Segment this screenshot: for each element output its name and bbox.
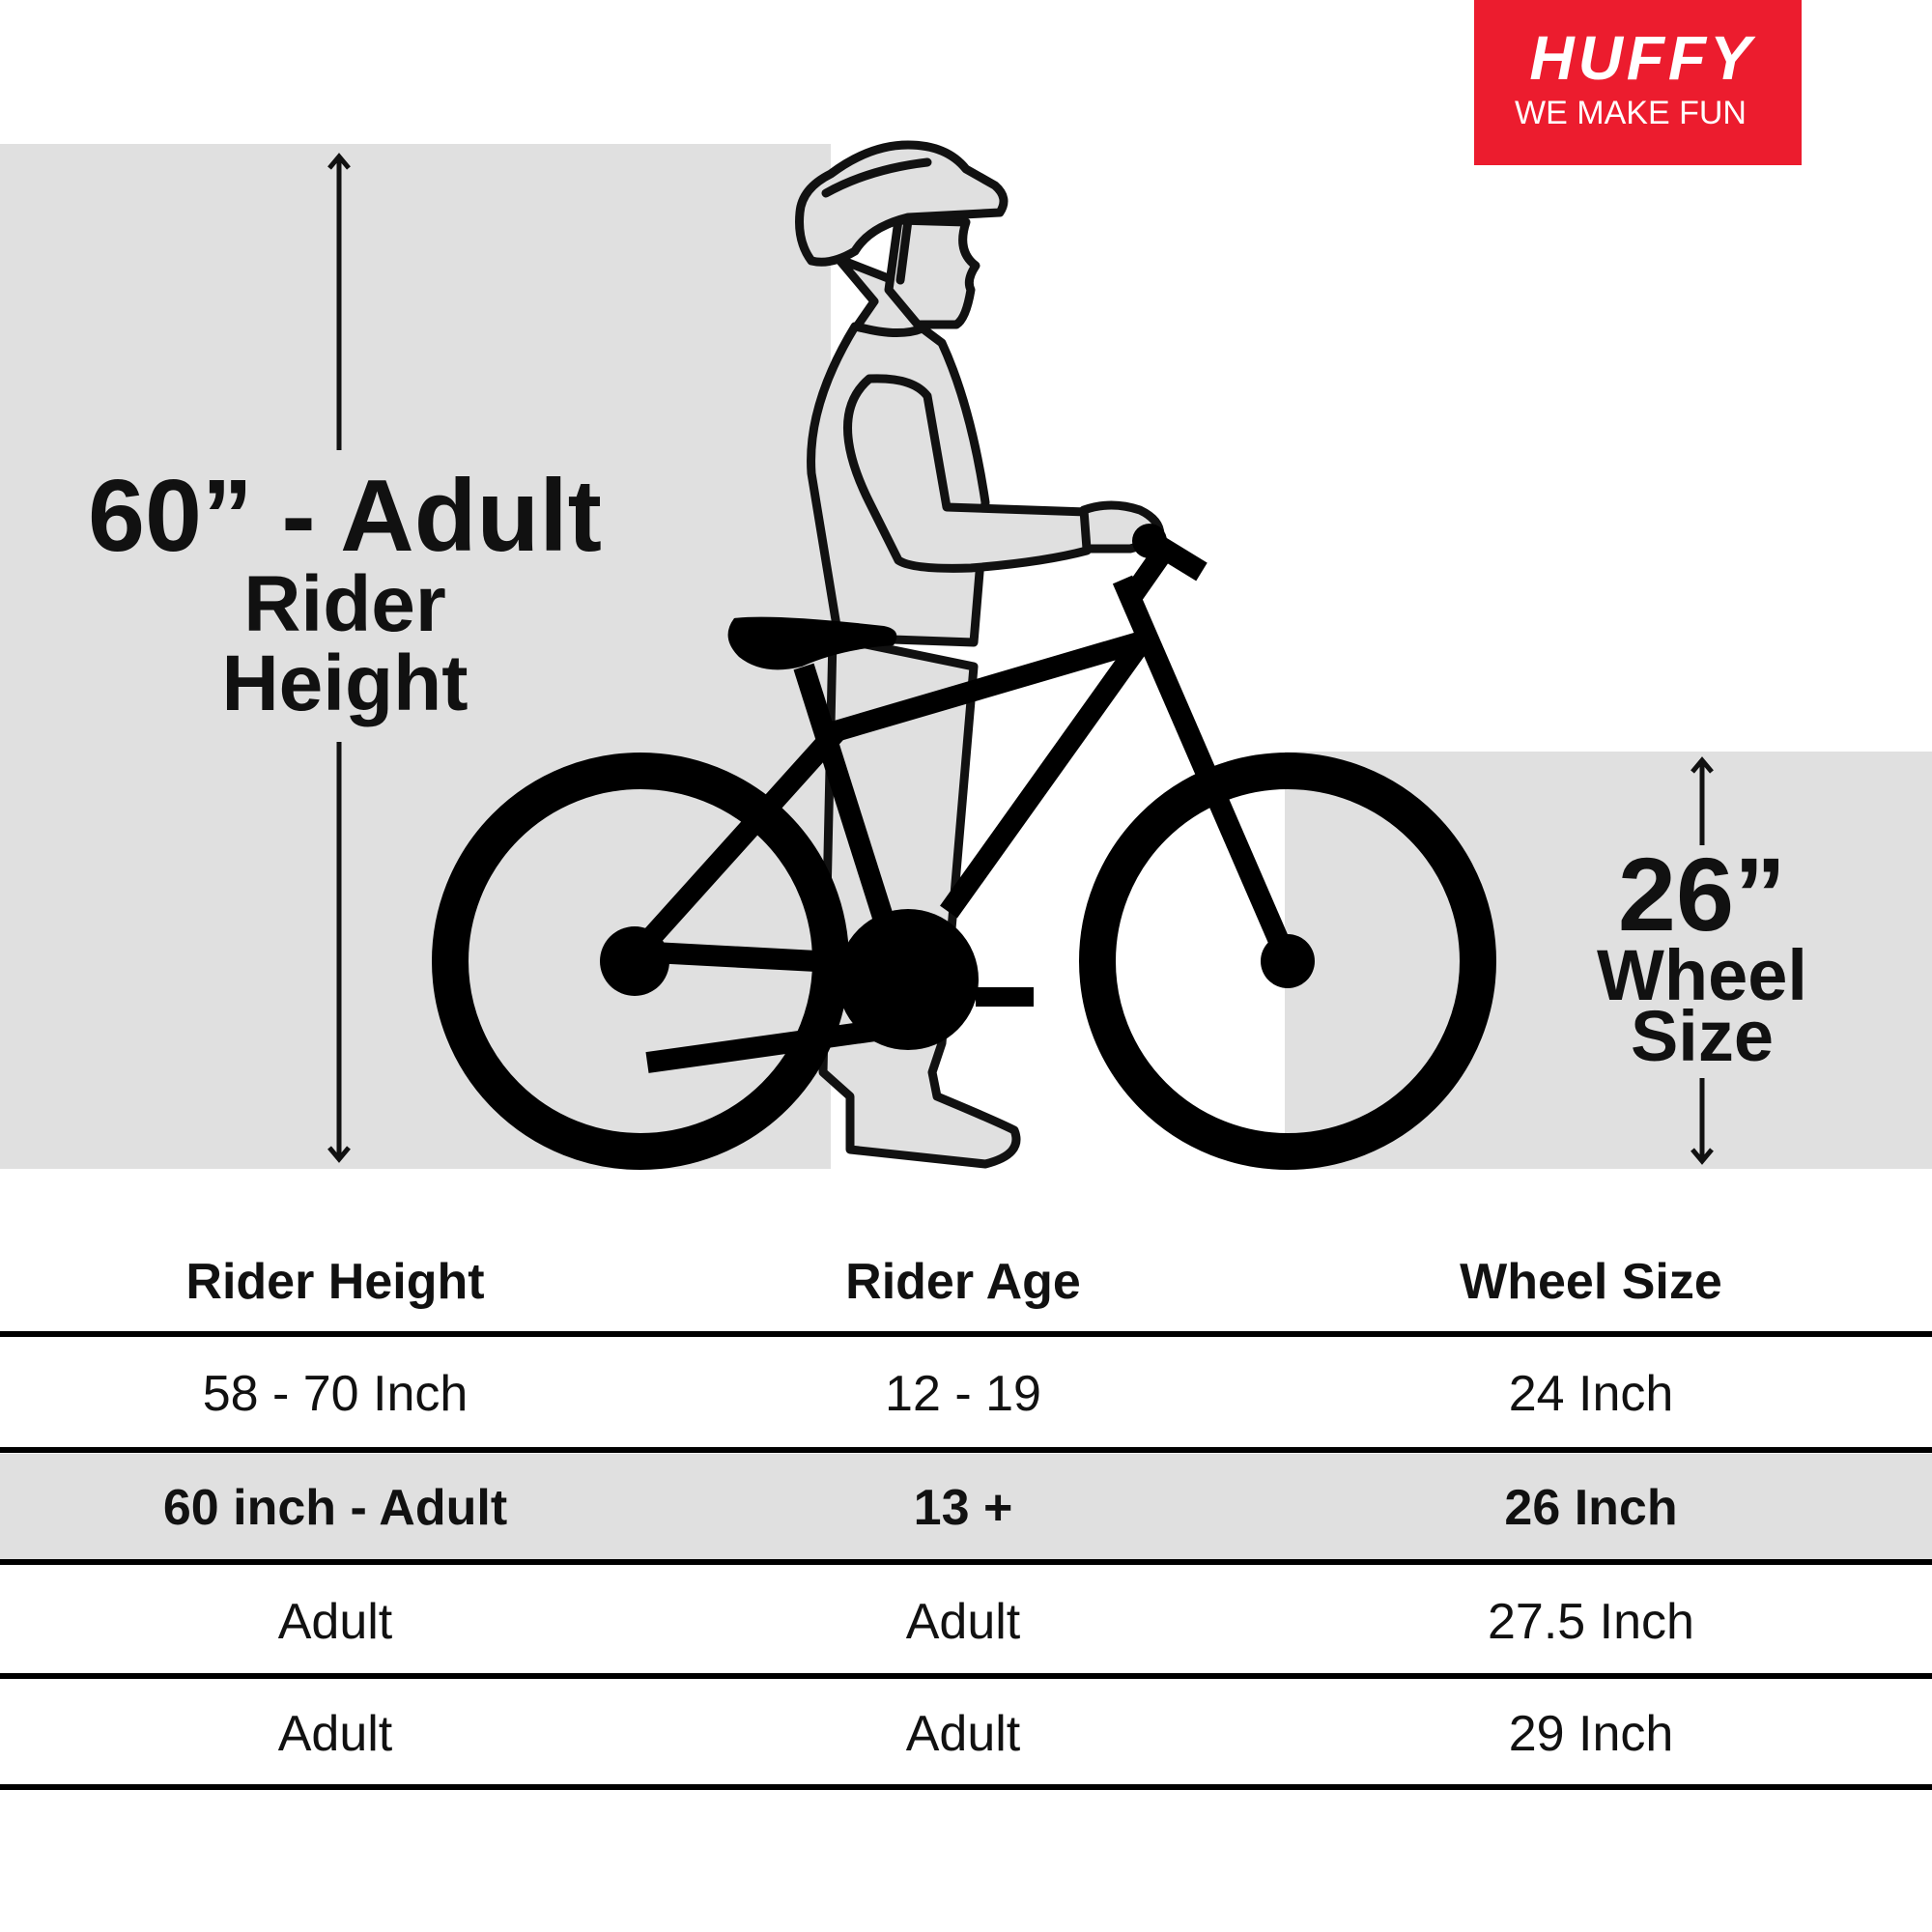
header-rider-age: Rider Age xyxy=(845,1254,1081,1310)
rider-height-label-2: Height xyxy=(221,639,468,727)
size-table: Rider Height Rider Age Wheel Size 58 - 7… xyxy=(0,1254,1932,1790)
cell-wheel-size: 26 Inch xyxy=(1504,1480,1677,1536)
header-wheel-size: Wheel Size xyxy=(1460,1254,1722,1310)
cell-rider-height: Adult xyxy=(278,1594,393,1650)
table-row: Adult Adult 27.5 Inch xyxy=(278,1594,1694,1650)
table-row: Adult Adult 29 Inch xyxy=(278,1706,1674,1762)
rider-height-panel xyxy=(0,144,831,1169)
cell-rider-height: Adult xyxy=(278,1706,393,1762)
wheel-size-value: 26” xyxy=(1618,836,1786,952)
table-row: 58 - 70 Inch 12 - 19 24 Inch xyxy=(203,1366,1674,1422)
header-rider-height: Rider Height xyxy=(185,1254,484,1310)
front-wheel xyxy=(1079,753,1496,1170)
logo-wordmark: HUFFY xyxy=(1529,23,1756,93)
cell-rider-height: 58 - 70 Inch xyxy=(203,1366,469,1422)
rider-height-arrow-icon xyxy=(327,153,351,1163)
cell-rider-age: Adult xyxy=(906,1706,1021,1762)
bicycle-illustration xyxy=(432,524,1496,1170)
saddle xyxy=(727,616,897,670)
chainring xyxy=(838,909,979,1050)
huffy-logo: HUFFY WE MAKE FUN xyxy=(1474,0,1802,165)
rider-height-value: 60” - Adult xyxy=(88,459,602,573)
cell-wheel-size: 29 Inch xyxy=(1509,1706,1674,1762)
wheel-size-label-2: Size xyxy=(1631,996,1774,1076)
cell-rider-height: 60 inch - Adult xyxy=(163,1480,507,1536)
cell-rider-age: 12 - 19 xyxy=(885,1366,1041,1422)
cell-wheel-size: 24 Inch xyxy=(1509,1366,1674,1422)
rider-height-label-1: Rider xyxy=(243,560,446,648)
table-row-highlight xyxy=(0,1454,1932,1560)
table-header: Rider Height Rider Age Wheel Size xyxy=(185,1254,1721,1310)
logo-tagline: WE MAKE FUN xyxy=(1515,95,1747,131)
cell-rider-age: 13 + xyxy=(914,1480,1013,1536)
wheel-size-label-1: Wheel xyxy=(1597,935,1807,1015)
wheel-size-arrow-icon xyxy=(1690,756,1714,1165)
table-row: 60 inch - Adult 13 + 26 Inch xyxy=(163,1480,1678,1536)
cell-wheel-size: 27.5 Inch xyxy=(1488,1594,1694,1650)
cell-rider-age: Adult xyxy=(906,1594,1021,1650)
